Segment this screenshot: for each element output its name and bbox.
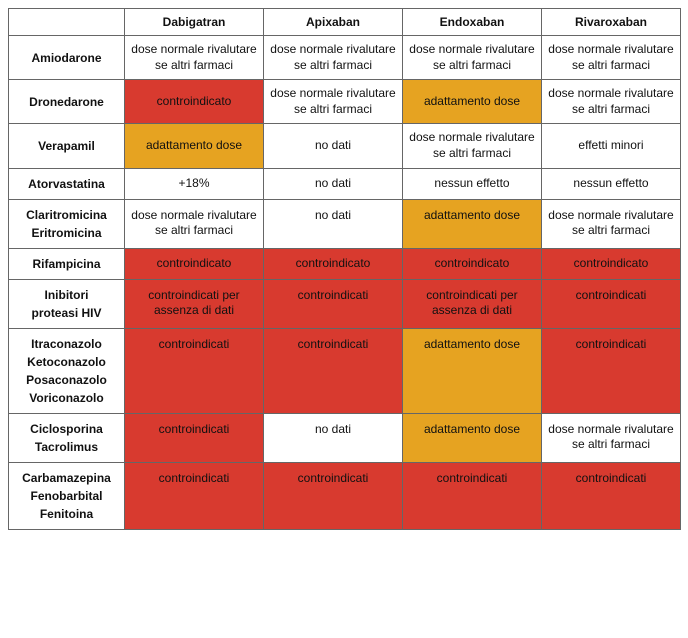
cell: adattamento dose: [403, 413, 542, 462]
cell: controindicati: [125, 413, 264, 462]
cell: dose normale rivalutare se altri farmaci: [125, 199, 264, 248]
cell: controindicati: [264, 462, 403, 529]
cell: controindicati: [125, 462, 264, 529]
row-header: Inibitoriproteasi HIV: [9, 279, 125, 328]
cell: dose normale rivalutare se altri farmaci: [542, 199, 681, 248]
cell: adattamento dose: [125, 124, 264, 168]
cell: controindicati: [542, 328, 681, 413]
cell: controindicato: [403, 248, 542, 279]
cell: adattamento dose: [403, 80, 542, 124]
cell: dose normale rivalutare se altri farmaci: [264, 36, 403, 80]
cell: dose normale rivalutare se altri farmaci: [542, 80, 681, 124]
cell: controindicati per assenza di dati: [403, 279, 542, 328]
cell: controindicati: [542, 462, 681, 529]
corner-cell: [9, 9, 125, 36]
cell: controindicato: [125, 248, 264, 279]
cell: dose normale rivalutare se altri farmaci: [264, 80, 403, 124]
cell: dose normale rivalutare se altri farmaci: [542, 413, 681, 462]
table-row: ClaritromicinaEritromicinadose normale r…: [9, 199, 681, 248]
interaction-table: Dabigatran Apixaban Endoxaban Rivaroxaba…: [8, 8, 681, 530]
cell: effetti minori: [542, 124, 681, 168]
table-row: Rifampicinacontroindicatocontroindicatoc…: [9, 248, 681, 279]
col-header-0: Dabigatran: [125, 9, 264, 36]
cell: dose normale rivalutare se altri farmaci: [542, 36, 681, 80]
row-header: CarbamazepinaFenobarbitalFenitoina: [9, 462, 125, 529]
cell: dose normale rivalutare se altri farmaci: [403, 124, 542, 168]
row-header: Atorvastatina: [9, 168, 125, 199]
col-header-1: Apixaban: [264, 9, 403, 36]
row-header: Rifampicina: [9, 248, 125, 279]
table-row: CiclosporinaTacrolimuscontroindicatino d…: [9, 413, 681, 462]
cell: adattamento dose: [403, 199, 542, 248]
cell: no dati: [264, 413, 403, 462]
cell: nessun effetto: [542, 168, 681, 199]
cell: controindicato: [542, 248, 681, 279]
table-row: CarbamazepinaFenobarbitalFenitoinacontro…: [9, 462, 681, 529]
row-header: CiclosporinaTacrolimus: [9, 413, 125, 462]
cell: no dati: [264, 199, 403, 248]
cell: controindicati: [125, 328, 264, 413]
cell: controindicato: [125, 80, 264, 124]
table-row: Dronedaronecontroindicatodose normale ri…: [9, 80, 681, 124]
cell: controindicato: [264, 248, 403, 279]
row-header: ItraconazoloKetoconazoloPosaconazoloVori…: [9, 328, 125, 413]
col-header-2: Endoxaban: [403, 9, 542, 36]
cell: +18%: [125, 168, 264, 199]
row-header: Dronedarone: [9, 80, 125, 124]
header-row: Dabigatran Apixaban Endoxaban Rivaroxaba…: [9, 9, 681, 36]
cell: controindicati per assenza di dati: [125, 279, 264, 328]
cell: nessun effetto: [403, 168, 542, 199]
cell: dose normale rivalutare se altri farmaci: [125, 36, 264, 80]
table-row: ItraconazoloKetoconazoloPosaconazoloVori…: [9, 328, 681, 413]
table-row: Verapamiladattamento doseno datidose nor…: [9, 124, 681, 168]
cell: no dati: [264, 168, 403, 199]
row-header: Amiodarone: [9, 36, 125, 80]
cell: no dati: [264, 124, 403, 168]
cell: controindicati: [264, 279, 403, 328]
cell: controindicati: [542, 279, 681, 328]
cell: dose normale rivalutare se altri farmaci: [403, 36, 542, 80]
table-row: Inibitoriproteasi HIVcontroindicati per …: [9, 279, 681, 328]
cell: controindicati: [403, 462, 542, 529]
table-row: Amiodaronedose normale rivalutare se alt…: [9, 36, 681, 80]
row-header: Verapamil: [9, 124, 125, 168]
table-body: Amiodaronedose normale rivalutare se alt…: [9, 36, 681, 530]
cell: controindicati: [264, 328, 403, 413]
col-header-3: Rivaroxaban: [542, 9, 681, 36]
row-header: ClaritromicinaEritromicina: [9, 199, 125, 248]
cell: adattamento dose: [403, 328, 542, 413]
table-row: Atorvastatina+18%no datinessun effettone…: [9, 168, 681, 199]
